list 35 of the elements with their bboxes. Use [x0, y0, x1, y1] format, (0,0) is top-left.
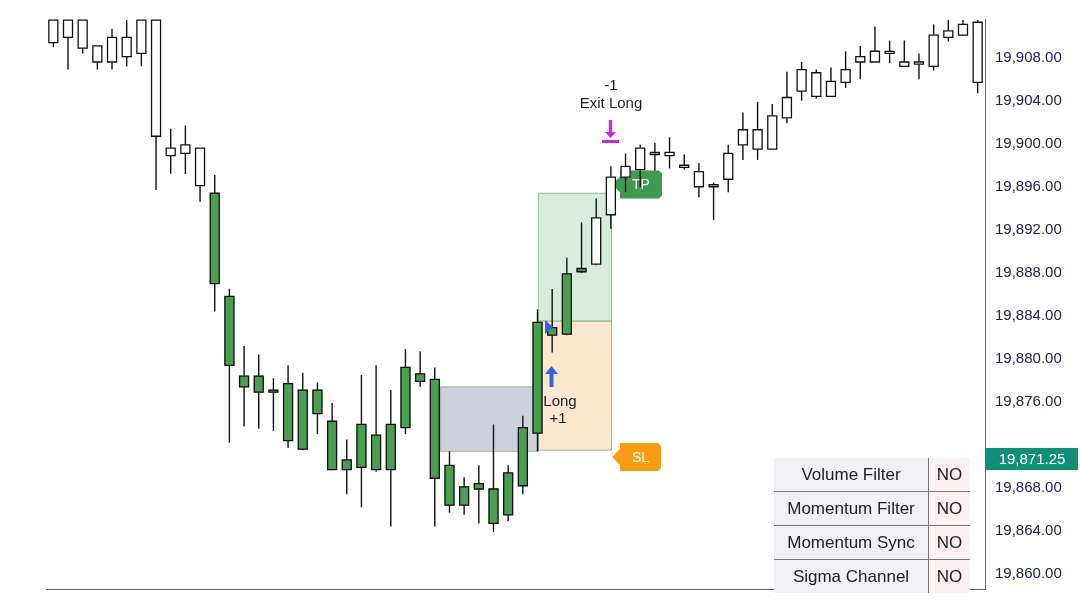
annotation: -1	[604, 76, 618, 94]
candlestick	[943, 19, 954, 43]
candlestick	[752, 101, 763, 161]
text: 19,871.25	[998, 450, 1066, 468]
y-tick-label: 19,900.00	[995, 133, 1062, 151]
y-tick-label: 19,888.00	[995, 262, 1062, 280]
candlestick	[708, 181, 719, 221]
y-tick-label: 19,908.00	[995, 47, 1062, 65]
y-tick-label: 19,864.00	[995, 521, 1062, 539]
y-tick-label: 19,868.00	[995, 478, 1062, 496]
annotation: NO	[929, 458, 970, 491]
annotation: Exit Long	[579, 94, 643, 112]
y-tick-label: 19,860.00	[995, 564, 1062, 582]
y-tick-label: 19,892.00	[995, 219, 1062, 237]
y-tick-label: 19,884.00	[995, 305, 1062, 323]
candlestick	[268, 377, 279, 432]
annotation: NO	[929, 492, 970, 525]
annotation: Volume Filter	[774, 458, 929, 491]
y-tick-label: 19,904.00	[995, 90, 1062, 108]
candlestick	[855, 45, 866, 80]
annotation: Momentum Sync	[774, 526, 929, 559]
annotation: +1	[549, 409, 567, 427]
y-tick-label: 19,896.00	[995, 176, 1062, 194]
annotation: TP	[632, 176, 650, 193]
annotation: Momentum Filter	[774, 492, 929, 525]
annotation: NO	[929, 526, 970, 559]
candlestick	[253, 353, 264, 430]
annotation: Sigma Channel	[774, 560, 929, 593]
y-tick-label: 19,880.00	[995, 348, 1062, 366]
candlestick	[92, 45, 103, 71]
annotation: SL	[631, 448, 650, 465]
annotation: Long	[543, 392, 577, 410]
annotation: NO	[929, 560, 970, 593]
y-tick-label: 19,876.00	[995, 392, 1062, 410]
candlestick	[899, 39, 910, 68]
